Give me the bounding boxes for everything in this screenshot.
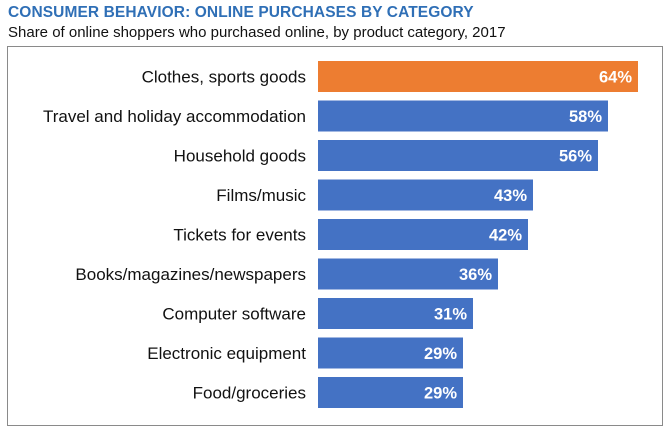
category-label-7: Computer software — [162, 305, 306, 324]
value-label-4: 43% — [494, 187, 527, 205]
category-label-5: Tickets for events — [173, 226, 306, 245]
bar-4 — [318, 179, 533, 211]
category-label-2: Travel and holiday accommodation — [43, 107, 306, 126]
bar-5 — [318, 219, 528, 250]
category-label-1: Clothes, sports goods — [142, 68, 306, 87]
bar-chart: Clothes, sports goods 64% Travel and holid… — [43, 61, 638, 408]
bar-3 — [318, 140, 598, 171]
chart-frame: Clothes, sports goods 64% Travel and holid… — [7, 46, 663, 426]
chart-title: CONSUMER BEHAVIOR: ONLINE PURCHASES BY C… — [8, 4, 474, 21]
value-label-2: 58% — [569, 108, 602, 126]
category-label-8: Electronic equipment — [147, 344, 306, 363]
value-label-7: 31% — [434, 306, 467, 324]
chart-subtitle: Share of online shoppers who purchased o… — [8, 24, 506, 41]
category-label-9: Food/groceries — [193, 384, 306, 403]
bar-1 — [318, 61, 638, 92]
value-label-9: 29% — [424, 385, 457, 403]
value-label-3: 56% — [559, 148, 592, 166]
value-label-8: 29% — [424, 345, 457, 363]
bar-8 — [318, 337, 463, 369]
value-label-5: 42% — [489, 227, 522, 245]
bar-6 — [318, 258, 498, 290]
value-label-6: 36% — [459, 266, 492, 284]
bar-2 — [318, 100, 608, 132]
category-label-6: Books/magazines/newspapers — [75, 265, 306, 284]
category-label-3: Household goods — [174, 147, 306, 166]
bar-7 — [318, 298, 473, 329]
category-label-4: Films/music — [216, 186, 306, 205]
value-label-1: 64% — [599, 69, 632, 87]
